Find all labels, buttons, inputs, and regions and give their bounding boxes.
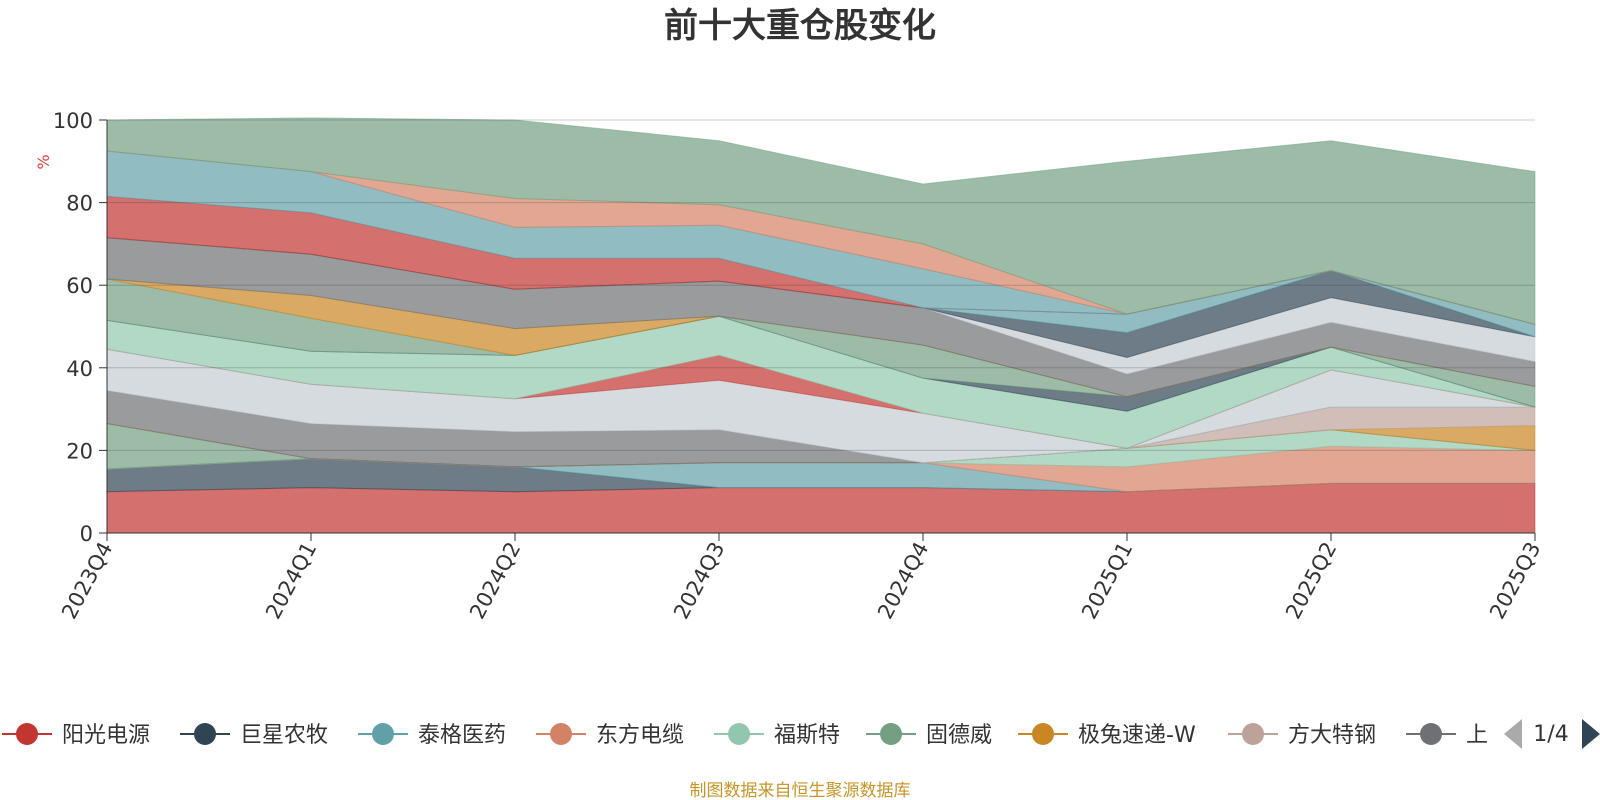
y-tick-label: 0 (80, 522, 93, 546)
legend-item[interactable]: 巨星农牧 (180, 723, 328, 748)
chart-title: 前十大重仓股变化 (664, 6, 936, 46)
x-tick-label: 2025Q2 (1281, 538, 1341, 623)
x-tick-label: 2025Q1 (1077, 538, 1137, 623)
y-tick-label: 60 (66, 274, 93, 298)
legend-item[interactable]: 福斯特 (714, 723, 840, 748)
legend-circle-icon (1242, 723, 1264, 745)
legend-label: 阳光电源 (62, 723, 150, 748)
legend-label: 泰格医药 (418, 723, 506, 748)
legend-circle-icon (372, 723, 394, 745)
legend-item[interactable]: 泰格医药 (358, 723, 506, 748)
x-tick-label: 2024Q4 (873, 538, 933, 623)
legend-circle-icon (880, 723, 902, 745)
legend-label: 巨星农牧 (240, 723, 328, 748)
y-tick-label: 80 (66, 192, 93, 216)
legend-item[interactable]: 东方电缆 (536, 723, 684, 748)
legend-pager: 1/4 (1504, 719, 1600, 749)
legend-circle-icon (1420, 723, 1442, 745)
legend-label: 上 (1466, 723, 1488, 748)
legend-item[interactable]: 固德威 (866, 723, 992, 748)
legend-label: 东方电缆 (596, 723, 684, 748)
legend-item[interactable]: 阳光电源 (2, 723, 150, 748)
area-series-23[interactable] (106, 117, 1536, 326)
legend-item[interactable]: 方大特钢 (1228, 723, 1376, 748)
legend-label: 方大特钢 (1288, 723, 1376, 748)
legend: 阳光电源 巨星农牧 泰格医药 东方电缆 福斯特 固德威 极兔速递-W 方大特钢 上 (2, 723, 1488, 748)
y-tick-label: 100 (53, 109, 93, 133)
legend-label: 福斯特 (774, 723, 840, 748)
x-tick-label: 2025Q3 (1485, 538, 1545, 623)
legend-next-icon[interactable] (1582, 719, 1600, 749)
legend-circle-icon (194, 723, 216, 745)
x-tick-label: 2023Q4 (57, 538, 117, 623)
legend-label: 极兔速递-W (1078, 723, 1196, 748)
source-note: 制图数据来自恒生聚源数据库 (690, 781, 911, 800)
legend-prev-icon[interactable] (1504, 719, 1522, 749)
legend-circle-icon (550, 723, 572, 745)
y-unit-label: % (34, 154, 53, 169)
legend-circle-icon (1032, 723, 1054, 745)
legend-circle-icon (16, 723, 38, 745)
area-layer (106, 117, 1536, 534)
area-series-1[interactable] (106, 482, 1536, 534)
legend-item[interactable]: 上 (1406, 723, 1488, 748)
x-tick-label: 2024Q2 (465, 538, 525, 623)
legend-label: 固德威 (926, 723, 992, 748)
y-tick-label: 40 (66, 357, 93, 381)
y-tick-label: 20 (66, 439, 93, 463)
grid-lines (107, 119, 1535, 451)
legend-page-indicator: 1/4 (1533, 722, 1568, 747)
legend-item[interactable]: 极兔速递-W (1018, 723, 1196, 748)
x-tick-label: 2024Q1 (261, 538, 321, 623)
legend-circle-icon (728, 723, 750, 745)
x-tick-label: 2024Q3 (669, 538, 729, 623)
